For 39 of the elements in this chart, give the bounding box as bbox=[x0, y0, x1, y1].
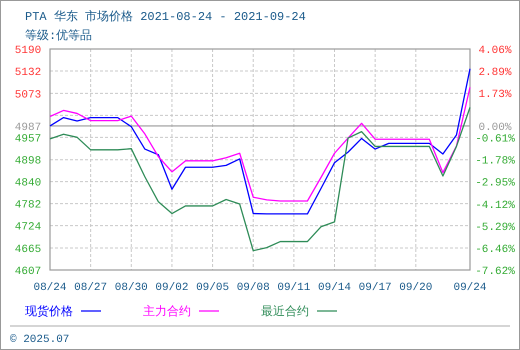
y2-tick-label: -7.62% bbox=[475, 266, 516, 278]
legend-label: 最近合约 bbox=[261, 305, 309, 319]
chart-title: PTA 华东 市场价格 2021-08-24 - 2021-09-24 bbox=[25, 9, 306, 24]
y2-tick-label: -5.29% bbox=[475, 222, 516, 234]
x-tick-label: 09/11 bbox=[277, 282, 311, 294]
x-tick-label: 09/24 bbox=[453, 282, 487, 294]
y-tick-label: 4665 bbox=[14, 244, 42, 256]
x-tick-label: 09/20 bbox=[399, 282, 432, 294]
y2-tick-label: -6.46% bbox=[475, 244, 516, 256]
y2-tick-label: 2.89% bbox=[478, 67, 512, 80]
x-tick-label: 09/08 bbox=[236, 282, 270, 294]
x-tick-label: 08/24 bbox=[33, 282, 67, 294]
x-tick-label: 09/14 bbox=[318, 282, 352, 294]
y-tick-label: 5132 bbox=[14, 66, 42, 79]
legend-label: 现货价格 bbox=[25, 305, 73, 319]
legend-label: 主力合约 bbox=[143, 304, 191, 319]
y2-tick-label: 1.73% bbox=[478, 89, 512, 102]
y-tick-label: 4987 bbox=[14, 122, 42, 134]
y-tick-label: 4607 bbox=[14, 266, 42, 278]
chart-subtitle: 等级:优等品 bbox=[25, 29, 92, 43]
y-tick-label: 4840 bbox=[14, 178, 42, 190]
y2-tick-label: -2.95% bbox=[475, 178, 516, 190]
y2-tick-label: 4.06% bbox=[478, 45, 512, 57]
y-tick-label: 4724 bbox=[14, 222, 42, 234]
x-tick-label: 09/02 bbox=[155, 282, 188, 294]
x-tick-label: 08/30 bbox=[114, 282, 148, 294]
text: © 2025.07 bbox=[10, 334, 70, 346]
x-tick-label: 08/27 bbox=[74, 282, 108, 294]
y2-tick-label: -4.12% bbox=[475, 200, 516, 212]
y2-tick-label: -0.61% bbox=[475, 133, 516, 146]
y-tick-label: 5190 bbox=[14, 45, 42, 57]
x-tick-label: 09/05 bbox=[196, 282, 230, 294]
x-tick-label: 09/17 bbox=[358, 282, 392, 294]
y-tick-label: 4957 bbox=[14, 133, 42, 146]
y2-tick-label: -1.78% bbox=[475, 156, 516, 168]
y-tick-label: 4898 bbox=[14, 156, 42, 168]
y2-tick-label: 0.00% bbox=[478, 122, 512, 134]
y-tick-label: 4782 bbox=[14, 200, 42, 212]
y-tick-label: 5073 bbox=[14, 89, 42, 102]
